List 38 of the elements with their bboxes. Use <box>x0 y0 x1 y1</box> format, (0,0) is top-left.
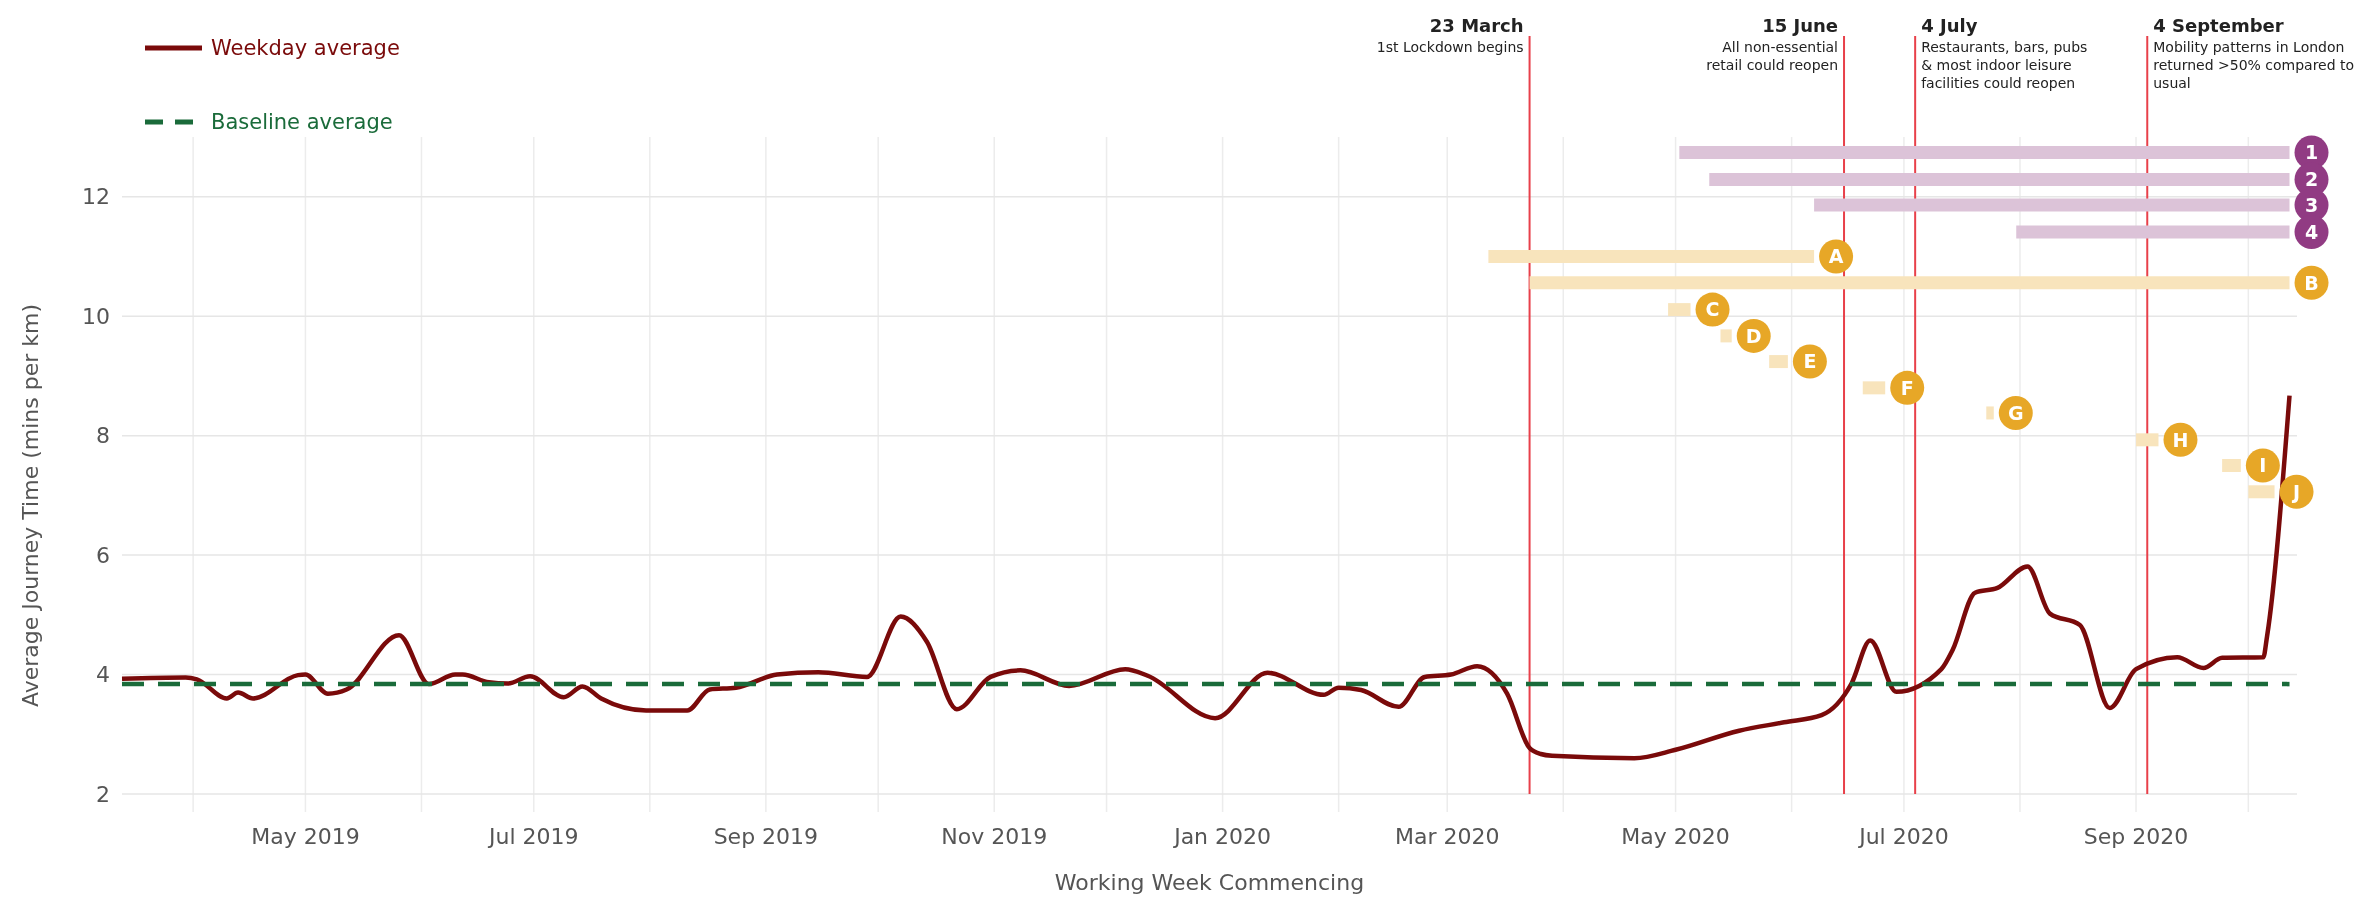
x-tick-label: Sep 2020 <box>2083 824 2189 849</box>
ref-line-label: 23 March 1st Lockdown begins <box>1376 15 1524 55</box>
y-tick-label: 6 <box>96 542 110 568</box>
series-label: J <box>2291 480 2301 503</box>
y-tick-label: 8 <box>96 423 110 449</box>
line-series <box>119 393 2292 761</box>
x-tick-label: Mar 2020 <box>1394 824 1500 849</box>
series-label: I <box>2259 454 2267 477</box>
x-tick-label: Jul 2020 <box>1857 824 1949 849</box>
x-tick-label: May 2019 <box>251 824 360 849</box>
series-label: F <box>1900 376 1914 399</box>
series-label: 4 <box>2304 220 2319 243</box>
text: Weekday average <box>211 36 400 61</box>
series-label: B <box>2304 271 2319 294</box>
series-label: 1 <box>2304 141 2319 164</box>
y-tick-label: 12 <box>82 184 110 210</box>
series-label: 3 <box>2304 193 2319 216</box>
ref-line-label: 4 September Mobility patterns in London returned >50% compared to usual <box>2153 15 2355 91</box>
series-label: C <box>1705 298 1720 321</box>
text: Baseline average <box>211 110 393 135</box>
series-label: A <box>1828 245 1844 268</box>
x-axis-title: Working Week Commencing <box>1054 870 1365 895</box>
x-tick-label: Sep 2019 <box>713 824 819 849</box>
ref-line-label: 15 June All non-essential retail could reopen <box>1706 15 1839 73</box>
series-label: E <box>1803 350 1817 373</box>
y-tick-label: 4 <box>96 662 110 688</box>
series-label: 2 <box>2304 168 2319 191</box>
x-tick-label: Jul 2019 <box>487 824 579 849</box>
series-label: D <box>1745 324 1762 347</box>
y-axis-title: Average Journey Time (mins per km) <box>18 303 43 708</box>
series-label: G <box>2007 401 2024 424</box>
series-label: H <box>2172 428 2189 451</box>
y-tick-label: 2 <box>96 781 110 807</box>
ref-line-label: 4 July Restaurants, bars, pubs & most indoor leisure facilities could reopen <box>1921 15 2088 91</box>
y-tick-label: 10 <box>82 303 110 329</box>
x-tick-label: May 2020 <box>1621 824 1730 849</box>
x-tick-label: Nov 2019 <box>941 824 1048 849</box>
x-tick-label: Jan 2020 <box>1172 824 1272 849</box>
